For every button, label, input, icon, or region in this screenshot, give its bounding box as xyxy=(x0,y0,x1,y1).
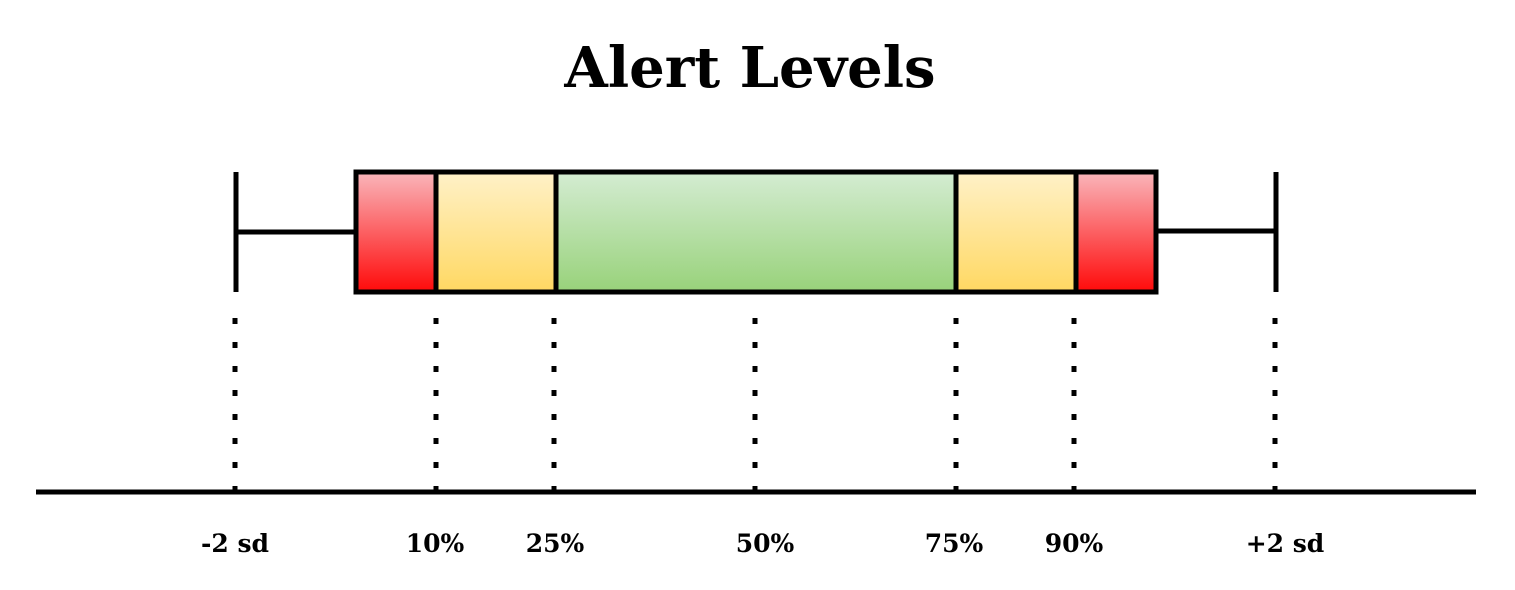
red-zone-left xyxy=(356,172,436,292)
whiskers xyxy=(233,172,1279,292)
tick-label-10: 10% xyxy=(406,529,465,558)
green-zone xyxy=(556,172,956,292)
alert-box xyxy=(353,169,1159,295)
box-outline xyxy=(353,169,1159,295)
tick-label-75: 75% xyxy=(925,529,984,558)
red-zone-right xyxy=(1076,172,1156,292)
tick-label-90: 90% xyxy=(1045,529,1104,558)
tick-label-plus2sd: +2 sd xyxy=(1246,529,1325,558)
amber-zone-left xyxy=(436,172,556,292)
tick-labels: -2 sd 10% 25% 50% 75% 90% +2 sd xyxy=(201,529,1324,558)
tick-label-50: 50% xyxy=(736,529,795,558)
diagram-title: Alert Levels xyxy=(563,35,935,101)
tick-label-minus2sd: -2 sd xyxy=(201,529,269,558)
tick-label-25: 25% xyxy=(526,529,585,558)
amber-zone-right xyxy=(956,172,1076,292)
guide-lines xyxy=(232,318,1278,490)
